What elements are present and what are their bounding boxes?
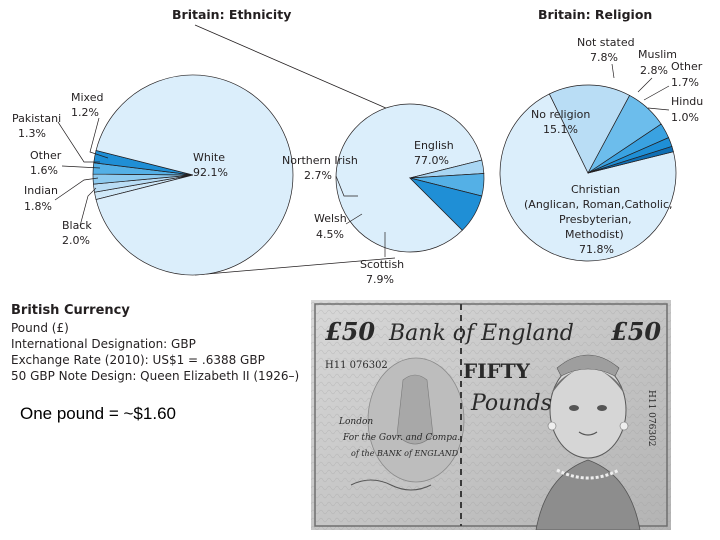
label-christian-pct: 71.8% [579, 243, 614, 256]
cashier-signature [350, 479, 432, 491]
label-no-religion: No religion [531, 108, 590, 121]
promise-line1: London [338, 417, 373, 427]
leader-other [61, 165, 101, 169]
label-other: Other [30, 149, 62, 162]
leader-rel-other [643, 85, 670, 101]
britannia-figure [396, 374, 434, 445]
leader-mixed [89, 117, 109, 159]
label-rel-other: Other [671, 60, 703, 73]
label-white-pct: 92.1% [193, 166, 228, 179]
label-not-stated-pct: 7.8% [590, 51, 618, 64]
charts-canvas: Britain: Ethnicity Britain: Religion Whi… [12, 7, 703, 286]
leader-northern-irish [335, 175, 358, 197]
ethnicity-title: Britain: Ethnicity [172, 7, 291, 22]
pie-slice-hindu [587, 145, 674, 174]
label-mixed: Mixed [71, 91, 103, 104]
serial-number: H11 076302 [325, 360, 388, 371]
currency-line: Pound (£) [11, 321, 69, 335]
label-hindu-pct: 1.0% [671, 111, 699, 124]
connector-bottom [194, 257, 396, 276]
label-christian: Christian [571, 183, 620, 196]
fifty-pound-banknote: £50 £50 Bank of England H11 076302 FIFTY… [311, 300, 671, 530]
label-christian-line4: Methodist) [565, 228, 624, 241]
label-muslim: Muslim [638, 48, 677, 61]
bank-name: Bank of England [388, 321, 574, 346]
promise-line3: of the BANK of ENGLAND [351, 449, 459, 458]
label-christian-line3: Presbyterian, [559, 213, 632, 226]
pie-slice-scottish [408, 177, 483, 231]
label-northern-irish: Northern Irish [282, 154, 358, 167]
label-black: Black [62, 219, 92, 232]
label-not-stated: Not stated [577, 36, 635, 49]
label-no-religion-pct: 15.1% [543, 123, 578, 136]
denomination-top-left: £50 [325, 317, 375, 346]
label-northern-irish-pct: 2.7% [304, 169, 332, 182]
leader-indian [54, 177, 99, 201]
pie-slice-english [335, 103, 483, 253]
leader-not-stated [611, 63, 615, 79]
currency-line: International Designation: GBP [11, 337, 196, 351]
word-pounds: Pounds [470, 391, 552, 416]
currency-line: Exchange Rate (2010): US$1 = .6388 GBP [11, 353, 265, 367]
pie-slice-no [548, 84, 631, 174]
currency-title: British Currency [11, 303, 130, 318]
label-muslim-pct: 2.8% [640, 64, 668, 77]
ethnicity-pie [92, 74, 294, 276]
label-christian-line2: (Anglican, Roman,Catholic, [524, 198, 673, 211]
leader-pakistani [57, 121, 100, 163]
leader-welsh [345, 213, 363, 225]
label-scottish: Scottish [360, 258, 404, 271]
leader-hindu [647, 107, 670, 111]
label-pakistani: Pakistani [12, 112, 61, 125]
religion-title: Britain: Religion [538, 7, 652, 22]
label-welsh-pct: 4.5% [316, 228, 344, 241]
serial-number-vertical: H11 076302 [646, 390, 656, 447]
label-welsh: Welsh [314, 212, 347, 225]
label-scottish-pct: 7.9% [366, 273, 394, 286]
connector-top [194, 24, 396, 113]
religion-pie [499, 84, 677, 262]
label-rel-other-pct: 1.7% [671, 76, 699, 89]
label-mixed-pct: 1.2% [71, 106, 99, 119]
label-english-pct: 77.0% [414, 154, 449, 167]
label-indian-pct: 1.8% [24, 200, 52, 213]
currency-info: British Currency Pound (£) International… [11, 303, 301, 384]
label-pakistani-pct: 1.3% [18, 127, 46, 140]
denomination-top-right: £50 [611, 317, 661, 346]
label-english: English [414, 139, 454, 152]
pie-slice-christian [499, 93, 677, 262]
leader-muslim [637, 77, 653, 93]
promise-line2: For the Govr. and Compa. [342, 433, 460, 443]
label-indian: Indian [24, 184, 58, 197]
queen-portrait [535, 354, 641, 530]
currency-line: 50 GBP Note Design: Queen Elizabeth II (… [11, 369, 300, 383]
white-breakdown-pie [335, 103, 485, 253]
banknote-border [314, 303, 668, 527]
conversion-note: One pound = ~$1.60 [20, 404, 176, 423]
label-other-pct: 1.6% [30, 164, 58, 177]
label-white: White [193, 151, 225, 164]
label-black-pct: 2.0% [62, 234, 90, 247]
word-fifty: FIFTY [463, 359, 531, 383]
pie-slice-white [95, 74, 294, 276]
label-hindu: Hindu [671, 95, 703, 108]
leader-black [79, 187, 97, 227]
